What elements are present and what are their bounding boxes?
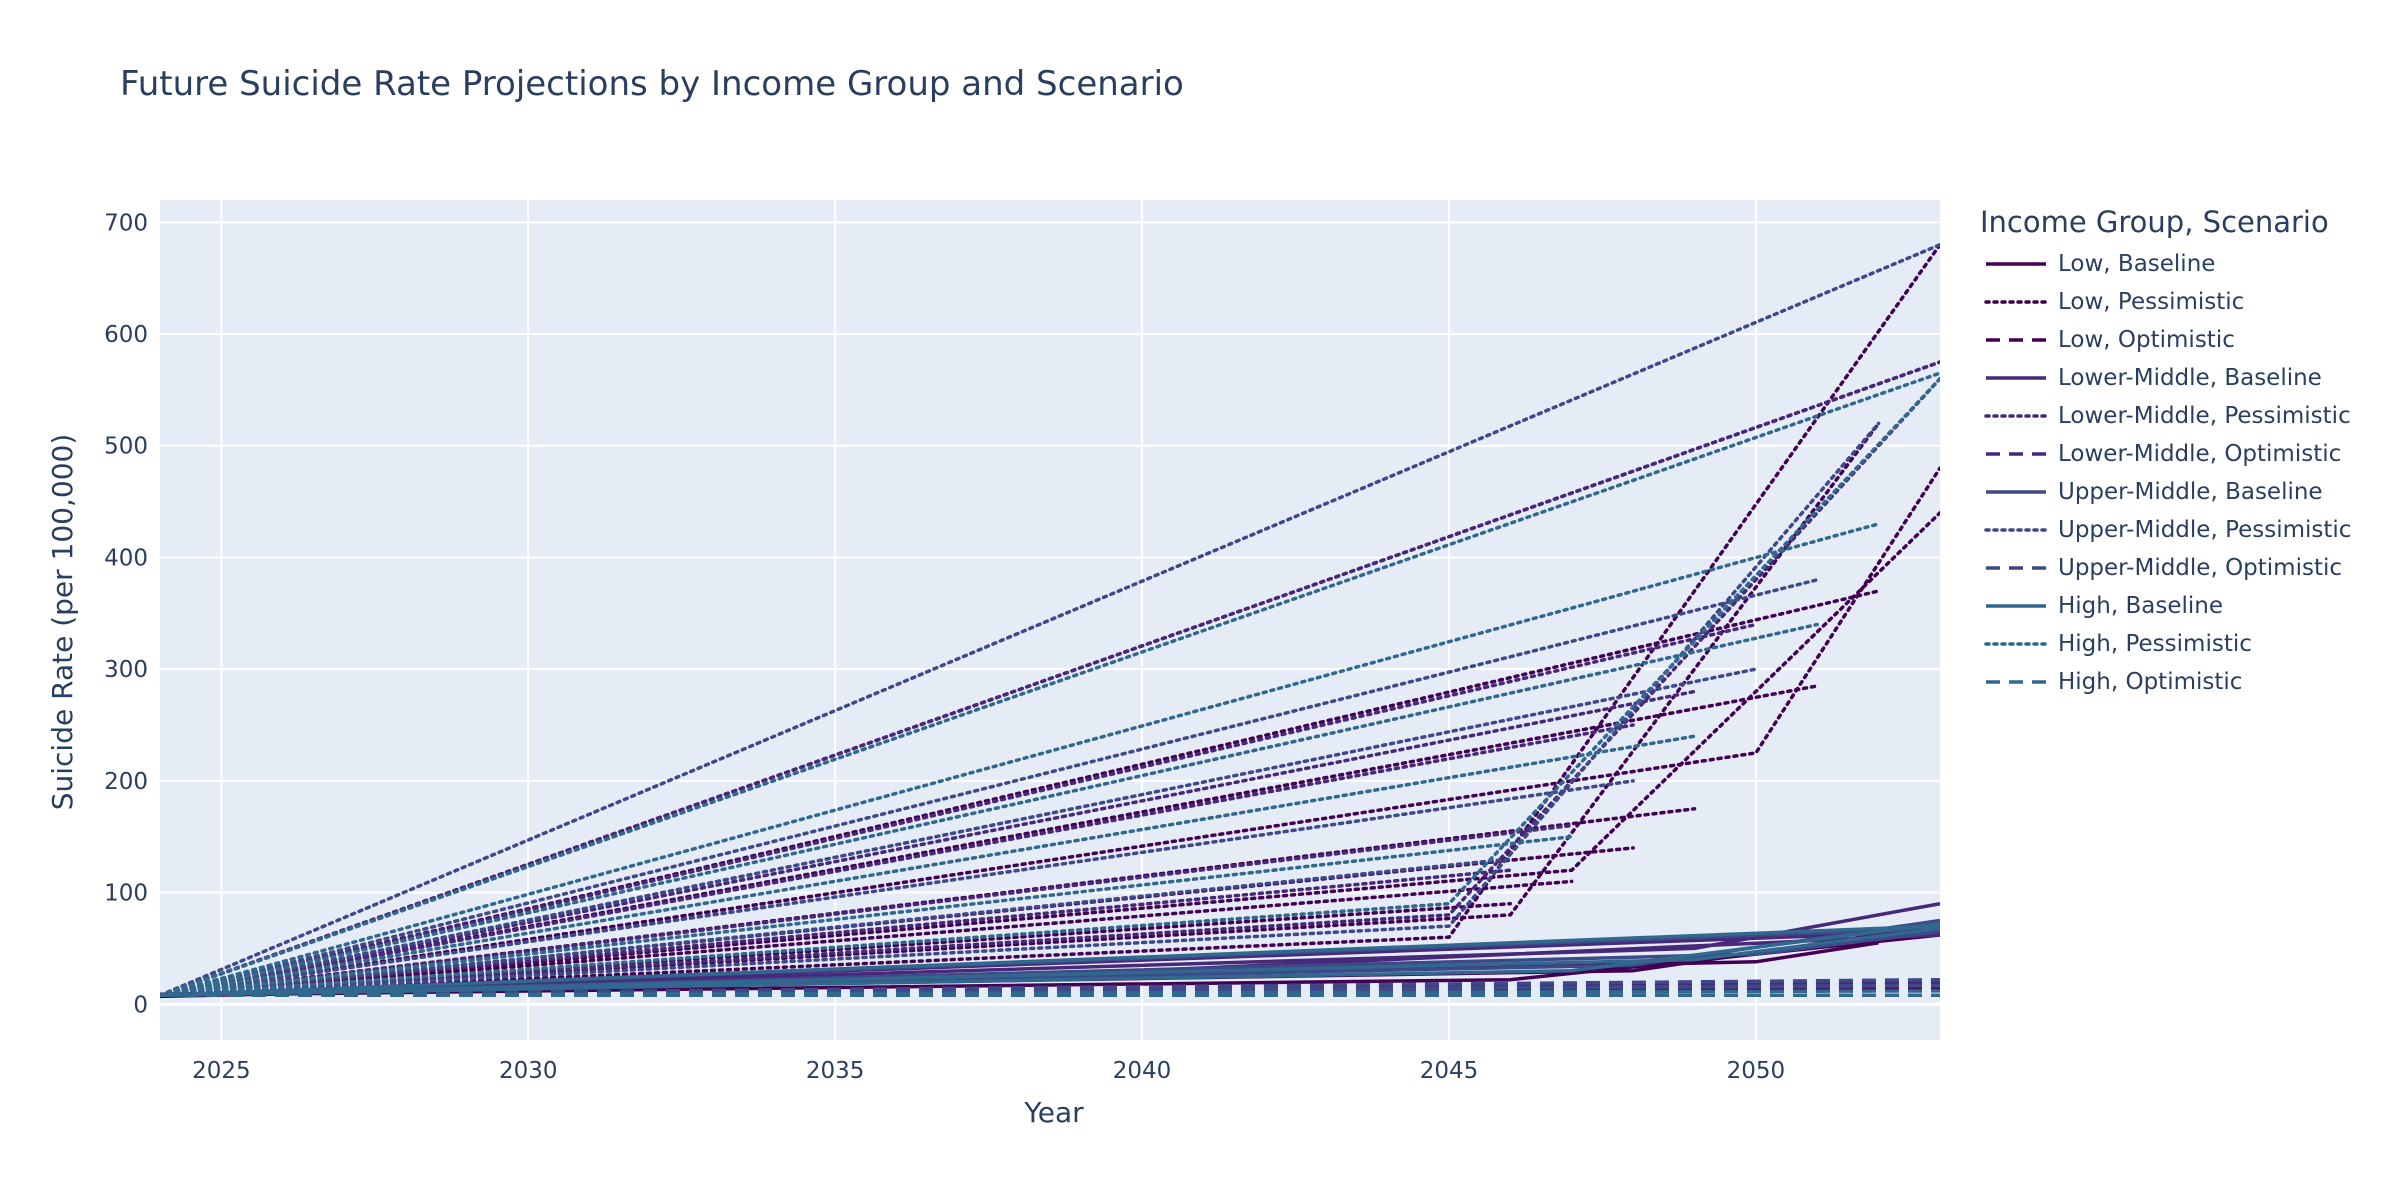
legend-item[interactable]: Upper-Middle, Pessimistic xyxy=(1980,511,2390,549)
series-high-pessimistic[interactable] xyxy=(160,371,1940,998)
legend-swatch xyxy=(1984,642,2048,646)
series-line[interactable] xyxy=(160,376,1940,998)
legend-label: Lower-Middle, Optimistic xyxy=(2058,441,2342,467)
legend-label: Low, Baseline xyxy=(2058,251,2216,277)
series-line[interactable] xyxy=(160,879,1574,998)
series-line[interactable] xyxy=(160,242,1940,998)
x-axis-ticks: 2025 2030 2035 2040 2045 2050 xyxy=(192,1058,1785,1084)
y-axis-label: Suicide Rate (per 100,000) xyxy=(46,434,79,811)
series-line[interactable] xyxy=(160,723,1635,998)
legend-label: Upper-Middle, Pessimistic xyxy=(2058,517,2352,543)
series-upper-middle-optimistic[interactable] xyxy=(160,977,1940,998)
legend-swatch xyxy=(1986,452,2046,456)
legend-item[interactable]: High, Optimistic xyxy=(1980,663,2390,701)
legend-label: Low, Optimistic xyxy=(2058,327,2235,353)
plot-background xyxy=(160,200,1940,1040)
legend-item[interactable]: Low, Optimistic xyxy=(1980,321,2390,359)
legend-item[interactable]: Low, Baseline xyxy=(1980,245,2390,283)
legend-label: High, Baseline xyxy=(2058,593,2223,619)
legend-label: High, Pessimistic xyxy=(2058,631,2252,657)
series-line[interactable] xyxy=(160,689,1697,998)
x-tick-label: 2045 xyxy=(1420,1058,1479,1084)
series-line[interactable] xyxy=(160,868,1513,998)
x-tick-label: 2040 xyxy=(1113,1058,1172,1084)
series-line[interactable] xyxy=(160,922,1940,998)
series-line[interactable] xyxy=(160,589,1881,998)
legend-swatch xyxy=(1986,566,2046,570)
y-axis-ticks: 0 100 200 300 400 500 600 700 xyxy=(104,210,148,1018)
legend-item[interactable]: High, Baseline xyxy=(1980,587,2390,625)
y-tick-label: 400 xyxy=(104,545,148,571)
y-tick-label: 500 xyxy=(104,434,148,460)
legend-title: Income Group, Scenario xyxy=(1980,205,2329,239)
y-tick-label: 600 xyxy=(104,322,148,348)
x-tick-label: 2050 xyxy=(1727,1058,1786,1084)
legend-item[interactable]: High, Pessimistic xyxy=(1980,625,2390,663)
y-tick-label: 0 xyxy=(133,992,148,1018)
legend-swatch xyxy=(1986,604,2046,608)
x-tick-label: 2030 xyxy=(499,1058,558,1084)
y-tick-label: 700 xyxy=(104,210,148,236)
series-line[interactable] xyxy=(160,578,1819,998)
legend-swatch xyxy=(1984,414,2048,418)
series-line[interactable] xyxy=(160,926,1940,998)
series-line[interactable] xyxy=(160,779,1635,998)
series-line[interactable] xyxy=(160,511,1940,998)
legend-swatch xyxy=(1984,300,2048,304)
series-line[interactable] xyxy=(160,371,1940,998)
series-line[interactable] xyxy=(160,522,1881,998)
legend-swatch xyxy=(1986,338,2046,342)
x-tick-label: 2025 xyxy=(192,1058,251,1084)
series-line[interactable] xyxy=(160,376,1940,998)
legend-label: Upper-Middle, Baseline xyxy=(2058,479,2323,505)
series-line[interactable] xyxy=(160,834,1574,998)
series-line[interactable] xyxy=(160,986,1940,998)
series-line[interactable] xyxy=(160,734,1697,998)
legend-item[interactable]: Upper-Middle, Optimistic xyxy=(1980,549,2390,587)
series-line[interactable] xyxy=(160,667,1758,998)
series-line[interactable] xyxy=(160,901,1940,998)
series-line[interactable] xyxy=(160,980,1940,998)
legend-label: Lower-Middle, Baseline xyxy=(2058,365,2322,391)
legend-swatch xyxy=(1984,528,2048,532)
series-line[interactable] xyxy=(160,983,1940,998)
series-line[interactable] xyxy=(160,421,1881,998)
y-tick-label: 300 xyxy=(104,657,148,683)
series-high-optimistic[interactable] xyxy=(160,989,1940,998)
legend-item[interactable]: Lower-Middle, Optimistic xyxy=(1980,435,2390,473)
x-tick-label: 2035 xyxy=(806,1058,865,1084)
legend-item[interactable]: Lower-Middle, Baseline xyxy=(1980,359,2390,397)
series-line[interactable] xyxy=(160,823,1574,998)
series-line[interactable] xyxy=(160,466,1940,998)
legend-swatch xyxy=(1986,490,2046,494)
series-line[interactable] xyxy=(160,622,1758,998)
series-line[interactable] xyxy=(160,622,1819,998)
series-upper-middle-pessimistic[interactable] xyxy=(160,242,1940,998)
legend-items: Low, Baseline Low, Pessimistic Low, Optimi… xyxy=(1980,245,2390,701)
x-axis-label: Year xyxy=(1023,1096,1084,1129)
legend-swatch xyxy=(1986,262,2046,266)
legend[interactable]: Income Group, Scenario Low, Baseline Low,… xyxy=(1980,205,2390,701)
legend-item[interactable]: Upper-Middle, Baseline xyxy=(1980,473,2390,511)
y-tick-label: 100 xyxy=(104,881,148,907)
legend-label: High, Optimistic xyxy=(2058,669,2243,695)
legend-swatch xyxy=(1986,680,2046,684)
legend-label: Low, Pessimistic xyxy=(2058,289,2245,315)
legend-label: Upper-Middle, Optimistic xyxy=(2058,555,2343,581)
legend-label: Lower-Middle, Pessimistic xyxy=(2058,403,2351,429)
series-line[interactable] xyxy=(160,857,1513,998)
series-line[interactable] xyxy=(160,989,1940,998)
legend-swatch xyxy=(1986,376,2046,380)
y-tick-label: 200 xyxy=(104,769,148,795)
series-line[interactable] xyxy=(160,977,1940,998)
series-lines xyxy=(160,242,1940,999)
chart-title: Future Suicide Rate Projections by Incom… xyxy=(120,64,1184,104)
legend-item[interactable]: Lower-Middle, Pessimistic xyxy=(1980,397,2390,435)
series-line[interactable] xyxy=(160,242,1940,998)
legend-item[interactable]: Low, Pessimistic xyxy=(1980,283,2390,321)
series-high-baseline[interactable] xyxy=(160,922,1940,998)
series-line[interactable] xyxy=(160,924,1940,998)
gridlines xyxy=(160,200,1940,1040)
